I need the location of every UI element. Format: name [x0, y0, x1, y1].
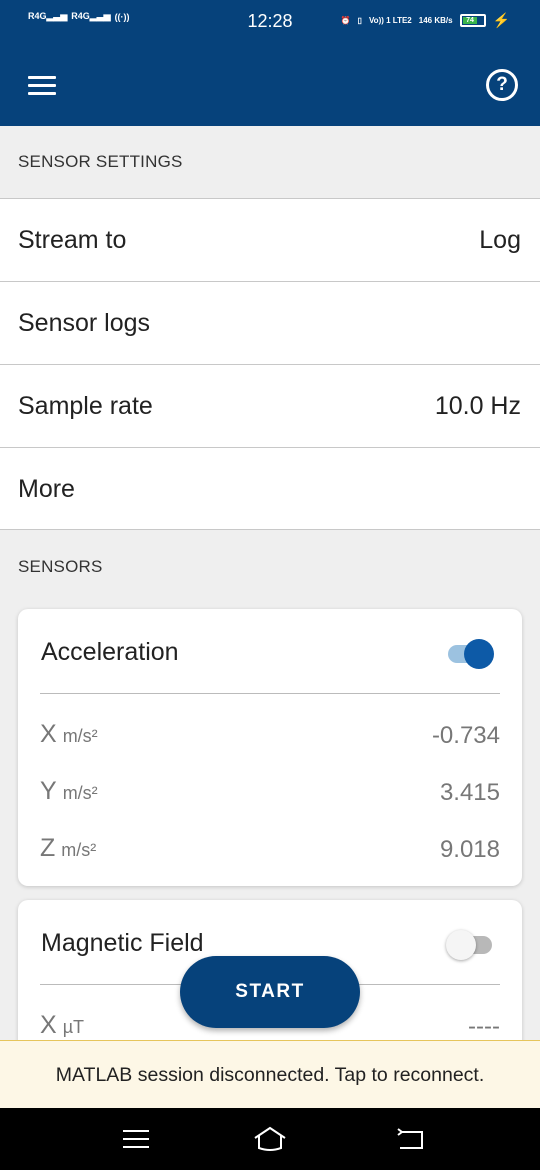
- system-nav-bar: [0, 1108, 540, 1170]
- recent-apps-icon[interactable]: [118, 1122, 154, 1156]
- setting-label: Stream to: [18, 226, 127, 254]
- start-button[interactable]: START: [180, 956, 360, 1028]
- hamburger-menu-icon[interactable]: [28, 76, 56, 96]
- sensors-header: SENSORS: [18, 557, 103, 576]
- axis-unit: m/s²: [61, 840, 97, 860]
- setting-more[interactable]: More: [0, 447, 540, 530]
- magnetic-field-title: Magnetic Field: [41, 929, 204, 957]
- hotspot-icon: ((·)): [114, 12, 130, 22]
- setting-stream-to[interactable]: Stream to Log: [0, 198, 540, 281]
- reconnect-snackbar[interactable]: MATLAB session disconnected. Tap to reco…: [0, 1040, 540, 1108]
- signal-indicators: R4G▂▃▅ R4G▂▃▅ ((·)): [28, 11, 130, 22]
- acceleration-toggle[interactable]: [446, 637, 494, 669]
- card-divider: [40, 693, 500, 694]
- setting-label: More: [18, 475, 75, 503]
- axis-value: 3.415: [439, 779, 500, 806]
- axis-unit: m/s²: [62, 783, 98, 803]
- axis-value: ----: [468, 1013, 500, 1040]
- axis-unit: m/s²: [62, 726, 98, 746]
- alarm-icon: ⏰: [340, 16, 351, 25]
- axis-unit: µT: [62, 1017, 85, 1037]
- charging-icon: ⚡: [492, 12, 510, 28]
- status-icons: ⏰ ▯ Vo)) 1 LTE2 146 KB/s 74 ⚡: [341, 12, 510, 29]
- back-icon[interactable]: [394, 1122, 430, 1156]
- app-bar: ?: [0, 44, 540, 126]
- battery-level: 74: [462, 17, 478, 24]
- sensor-settings-header: SENSOR SETTINGS: [18, 152, 183, 171]
- signal-1-icon: R4G▂▃▅: [28, 11, 68, 21]
- sensor-settings-list: Stream to Log Sensor logs Sample rate 10…: [0, 198, 540, 530]
- signal-2-icon: R4G▂▃▅: [71, 11, 111, 21]
- setting-sample-rate[interactable]: Sample rate 10.0 Hz: [0, 364, 540, 447]
- volte-label: Vo)) 1 LTE2: [368, 16, 412, 25]
- battery-icon: 74: [459, 14, 486, 27]
- axis-name: X: [40, 720, 57, 748]
- setting-value: Log: [479, 226, 521, 254]
- axis-name: X: [40, 1011, 57, 1039]
- home-icon[interactable]: [252, 1122, 288, 1156]
- axis-value: -0.734: [431, 722, 500, 749]
- setting-label: Sensor logs: [18, 309, 151, 337]
- setting-sensor-logs[interactable]: Sensor logs: [0, 281, 540, 364]
- axis-name: Y: [40, 777, 57, 805]
- status-bar: R4G▂▃▅ R4G▂▃▅ ((·)) 12:28 ⏰ ▯ Vo)) 1 LTE…: [0, 0, 540, 44]
- setting-value: 10.0 Hz: [434, 392, 521, 420]
- setting-label: Sample rate: [18, 392, 153, 420]
- magnetic-field-toggle[interactable]: [446, 928, 494, 960]
- axis-value: 9.018: [439, 836, 500, 863]
- vibrate-icon: ▯: [357, 16, 362, 25]
- status-time: 12:28: [247, 11, 293, 31]
- network-speed: 146 KB/s: [418, 16, 453, 25]
- axis-name: Z: [40, 834, 56, 862]
- help-icon[interactable]: ?: [486, 69, 518, 101]
- toggle-thumb: [446, 930, 476, 960]
- acceleration-title: Acceleration: [41, 638, 179, 666]
- toggle-thumb: [464, 639, 494, 669]
